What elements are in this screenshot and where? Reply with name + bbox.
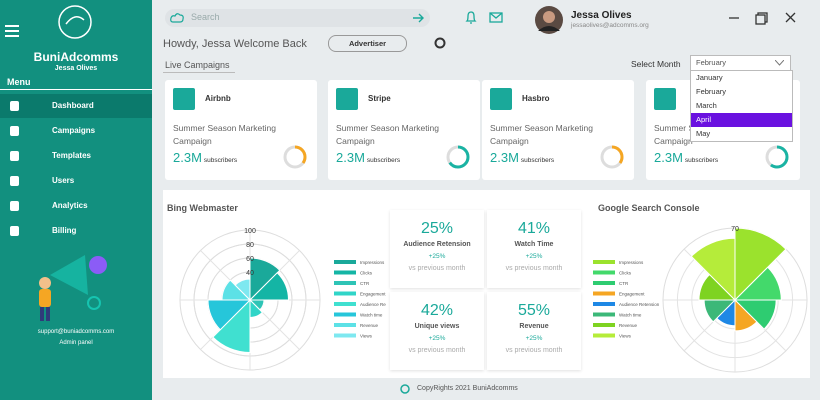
- stat-change: +25%: [525, 253, 543, 260]
- campaign-description: Summer Season Marketing Campaign: [336, 123, 439, 146]
- menu-item[interactable]: Billing: [0, 219, 152, 243]
- stat-card: 55% Revenue +25% vs previous month: [487, 292, 581, 370]
- month-option[interactable]: May: [696, 129, 711, 138]
- menu-title: Menu: [7, 77, 31, 87]
- notification-icons[interactable]: [465, 11, 505, 25]
- role: Admin panel: [59, 340, 93, 346]
- stat-card: 41% Watch Time +25% vs previous month: [487, 210, 581, 288]
- campaign-name: Stripe: [368, 94, 391, 103]
- sidebar: BuniAdcomms Jessa Olives Menu support@bu…: [0, 0, 152, 400]
- illustration: [39, 255, 107, 321]
- subscribers: 2.3M: [336, 150, 365, 165]
- month-selected: February: [696, 58, 727, 67]
- menu-label: Dashboard: [52, 101, 94, 110]
- campaign-description: Summer Season Marketing Campaign: [490, 123, 593, 146]
- footer: CopyRights 2021 BuniAdcomms: [417, 385, 518, 392]
- month-option[interactable]: March: [696, 101, 717, 110]
- support-email: support@buniadcomms.com: [37, 329, 115, 335]
- campaign-card[interactable]: Hasbro Summer Season Marketing Campaign 2.…: [482, 80, 634, 180]
- stat-change: +25%: [428, 253, 446, 260]
- chart-title: Google Search Console: [598, 203, 700, 213]
- chart-title: Bing Webmaster: [167, 203, 238, 213]
- menu-label: Users: [52, 176, 75, 185]
- stat-value: 25%: [420, 220, 454, 237]
- campaign-icon: [173, 88, 195, 110]
- role-button[interactable]: Advertiser: [328, 35, 407, 52]
- subscribers: 2.3M: [490, 150, 519, 165]
- menu-label: Templates: [52, 151, 91, 160]
- campaign-icon: [336, 88, 358, 110]
- user-name: Jessa Olives: [571, 10, 632, 21]
- month-option[interactable]: January: [696, 73, 723, 82]
- menu-label: Analytics: [52, 201, 88, 210]
- menu-label: Billing: [52, 226, 77, 235]
- campaign-description: Summer Season Marketing Campaign: [173, 123, 276, 146]
- stat-value: 41%: [517, 220, 551, 237]
- subscribers-unit: subscribers: [520, 157, 555, 164]
- sidebar-user: Jessa Olives: [54, 65, 98, 72]
- campaign-name: Hasbro: [522, 94, 550, 103]
- stat-card: 25% Audience Retension +25% vs previous mon…: [390, 210, 484, 288]
- menu-item[interactable]: Users: [0, 169, 152, 193]
- stat-value: 42%: [420, 302, 454, 319]
- menu-toggle[interactable]: [5, 24, 21, 38]
- month-option[interactable]: February: [696, 87, 727, 96]
- stat-note: vs previous month: [505, 347, 563, 354]
- campaign-card[interactable]: Stripe Summer Season Marketing Campaign 2.…: [328, 80, 480, 180]
- subscribers: 2.3M: [173, 150, 202, 165]
- menu-item[interactable]: Dashboard: [0, 94, 152, 118]
- menu-icon: [10, 151, 19, 161]
- stat-note: vs previous month: [408, 265, 466, 272]
- greeting: Howdy, Jessa Welcome Back: [163, 38, 307, 50]
- menu-icon: [10, 226, 19, 236]
- menu-icon: [10, 201, 19, 211]
- campaign-icon: [490, 88, 512, 110]
- user-email: jessaolives@adcomms.org: [571, 22, 649, 29]
- subscribers-unit: subscribers: [366, 157, 401, 164]
- stat-note: vs previous month: [408, 347, 466, 354]
- menu-item[interactable]: Campaigns: [0, 119, 152, 143]
- search-box[interactable]: Search: [165, 9, 430, 27]
- stat-change: +25%: [525, 335, 543, 342]
- stat-label: Revenue: [519, 323, 549, 330]
- brand: BuniAdcomms: [33, 50, 119, 64]
- search-placeholder: Search: [191, 12, 220, 22]
- month-option[interactable]: April: [691, 113, 792, 127]
- menu-icon: [10, 126, 19, 136]
- subscribers-unit: subscribers: [684, 157, 719, 164]
- section-title: Live Campaigns: [165, 60, 230, 70]
- subscribers: 2.3M: [654, 150, 683, 165]
- menu-icon: [10, 176, 19, 186]
- stat-card: 42% Unique views +25% vs previous month: [390, 292, 484, 370]
- stat-value: 55%: [517, 302, 551, 319]
- stat-label: Watch Time: [514, 241, 554, 248]
- divider: [0, 89, 152, 90]
- menu-item[interactable]: Analytics: [0, 194, 152, 218]
- campaign-icon: [654, 88, 676, 110]
- stat-note: vs previous month: [505, 265, 563, 272]
- section-underline: [163, 72, 235, 73]
- month-options: January February March April May: [690, 70, 793, 142]
- stat-label: Unique views: [414, 323, 460, 330]
- subscribers-unit: subscribers: [203, 157, 238, 164]
- menu-item[interactable]: Templates: [0, 144, 152, 168]
- menu-label: Campaigns: [52, 126, 96, 135]
- month-label: Select Month: [631, 59, 681, 69]
- footer-icon: [400, 384, 410, 394]
- month-select[interactable]: February: [690, 55, 791, 71]
- menu-icon: [10, 101, 19, 111]
- logo: [58, 5, 92, 39]
- stat-label: Audience Retension: [403, 241, 471, 248]
- stat-change: +25%: [428, 335, 446, 342]
- settings-icon[interactable]: [434, 37, 446, 49]
- window-controls[interactable]: [726, 11, 798, 25]
- campaign-card[interactable]: Airbnb Summer Season Marketing Campaign 2.…: [165, 80, 317, 180]
- campaign-name: Airbnb: [205, 94, 231, 103]
- avatar[interactable]: [534, 5, 564, 35]
